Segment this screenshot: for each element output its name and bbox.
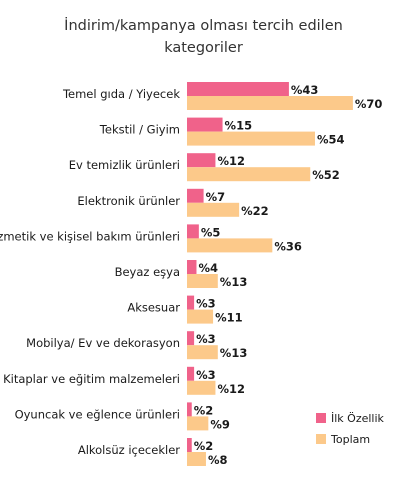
bar-ilk-ozellik <box>187 188 204 203</box>
category-label: Elektronik ürünler <box>77 194 180 208</box>
category-label: Kitaplar ve eğitim malzemeleri <box>3 372 180 386</box>
data-label: %9 <box>210 417 230 431</box>
bar-ilk-ozellik <box>187 224 199 239</box>
bar-toplam <box>187 309 214 324</box>
chart-title-line-2: kategoriler <box>164 40 243 56</box>
bar-toplam <box>187 167 311 182</box>
bar-ilk-ozellik <box>187 295 195 310</box>
bar-ilk-ozellik <box>187 366 195 381</box>
legend-label: Toplam <box>330 433 370 446</box>
bar-toplam <box>187 238 273 253</box>
bar-ilk-ozellik <box>187 402 192 417</box>
legend-label: İlk Özellik <box>331 412 385 425</box>
bar-ilk-ozellik <box>187 331 195 346</box>
bar-marks <box>187 82 353 466</box>
category-label: Tekstil / Giyim <box>99 123 180 137</box>
bar-ilk-ozellik <box>187 82 289 96</box>
bar-toplam <box>187 380 216 395</box>
bar-ilk-ozellik <box>187 117 223 132</box>
data-label: %70 <box>355 97 383 111</box>
data-label: %7 <box>206 190 226 204</box>
data-label: %43 <box>291 83 319 97</box>
bar-toplam <box>187 345 218 360</box>
data-label: %54 <box>317 133 345 147</box>
legend-swatch-ilk-ozellik <box>316 413 326 423</box>
category-label: Aksesuar <box>127 301 180 315</box>
data-label: %3 <box>196 368 216 382</box>
legend-swatch-toplam <box>316 434 326 444</box>
data-label: %5 <box>201 225 221 239</box>
data-label: %22 <box>241 204 269 218</box>
legend: İlk Özellik Toplam <box>316 412 385 446</box>
data-label: %3 <box>196 297 216 311</box>
bar-ilk-ozellik <box>187 153 216 168</box>
bar-toplam <box>187 96 353 110</box>
data-label: %2 <box>194 403 214 417</box>
category-label: Oyuncak ve eğlence ürünleri <box>15 407 180 421</box>
bar-ilk-ozellik <box>187 438 192 452</box>
bar-toplam <box>187 416 209 431</box>
bar-toplam <box>187 452 206 466</box>
data-label: %36 <box>274 239 302 253</box>
bar-ilk-ozellik <box>187 260 197 274</box>
data-label: %15 <box>225 119 253 133</box>
data-label: %11 <box>215 311 243 325</box>
data-label: %13 <box>220 346 248 360</box>
category-label: Beyaz eşya <box>115 265 180 279</box>
category-labels: Temel gıda / Yiyecek Tekstil / Giyim Ev te… <box>0 87 180 457</box>
category-label: Temel gıda / Yiyecek <box>62 87 180 101</box>
data-label: %13 <box>220 275 248 289</box>
data-label: %2 <box>194 439 214 453</box>
data-label: %4 <box>198 261 218 275</box>
data-labels: %43%70%15%54%12%52%7%22%5%36%4%13%3%11%3… <box>194 83 383 467</box>
bar-toplam <box>187 202 240 217</box>
chart-title-line-1: İndirim/kampanya olması tercih edilen <box>64 16 343 34</box>
data-label: %8 <box>208 453 228 467</box>
bar-toplam <box>187 131 315 146</box>
data-label: %3 <box>196 332 216 346</box>
data-label: %12 <box>217 382 245 396</box>
category-label: Ev temizlik ürünleri <box>69 158 180 172</box>
category-label: Mobilya/ Ev ve dekorasyon <box>26 336 180 350</box>
category-label: Alkolsüz içecekler <box>78 443 180 457</box>
bar-toplam <box>187 274 218 288</box>
data-label: %52 <box>312 168 340 182</box>
data-label: %12 <box>217 154 245 168</box>
category-label: Kozmetik ve kişisel bakım ürünleri <box>0 229 180 243</box>
